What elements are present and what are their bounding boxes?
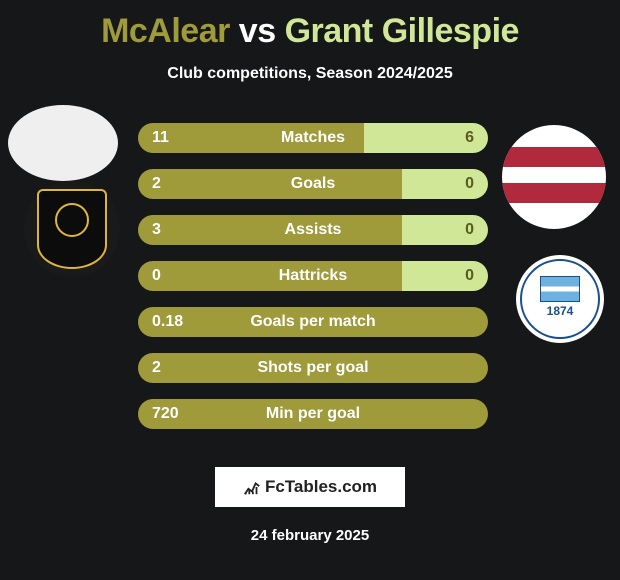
stat-row: 00Hattricks [138, 261, 488, 291]
ring-icon [520, 259, 600, 339]
comparison-title: McAlear vs Grant Gillespie [0, 0, 620, 51]
stat-bars: 116Matches 20Goals 30Assists 00Hattricks 0.1… [138, 123, 488, 445]
site-badge: FcTables.com [215, 467, 405, 507]
stat-row: 0.18Goals per match [138, 307, 488, 337]
player2-avatar [502, 125, 606, 229]
date-text: 24 february 2025 [0, 527, 620, 544]
comparison-content: 1874 116Matches 20Goals 30Assists 00Hattric… [0, 109, 620, 449]
site-name: FcTables.com [265, 477, 377, 497]
player2-name: Grant Gillespie [285, 12, 519, 50]
player2-club-badge: 1874 [516, 255, 604, 343]
stat-row: 20Goals [138, 169, 488, 199]
stat-label: Min per goal [138, 399, 488, 429]
stat-label: Shots per goal [138, 353, 488, 383]
stat-label: Hattricks [138, 261, 488, 291]
stat-row: 720Min per goal [138, 399, 488, 429]
chart-icon [243, 478, 261, 496]
stat-label: Matches [138, 123, 488, 153]
vs-text: vs [239, 12, 276, 50]
stat-row: 30Assists [138, 215, 488, 245]
stat-row: 116Matches [138, 123, 488, 153]
stat-label: Goals [138, 169, 488, 199]
stat-label: Goals per match [138, 307, 488, 337]
player1-name: McAlear [101, 12, 230, 50]
season-subtitle: Club competitions, Season 2024/2025 [0, 65, 620, 83]
stat-row: 2Shots per goal [138, 353, 488, 383]
stat-label: Assists [138, 215, 488, 245]
player1-avatar [8, 105, 118, 181]
shield-icon [37, 189, 107, 269]
player1-club-badge [24, 181, 120, 277]
